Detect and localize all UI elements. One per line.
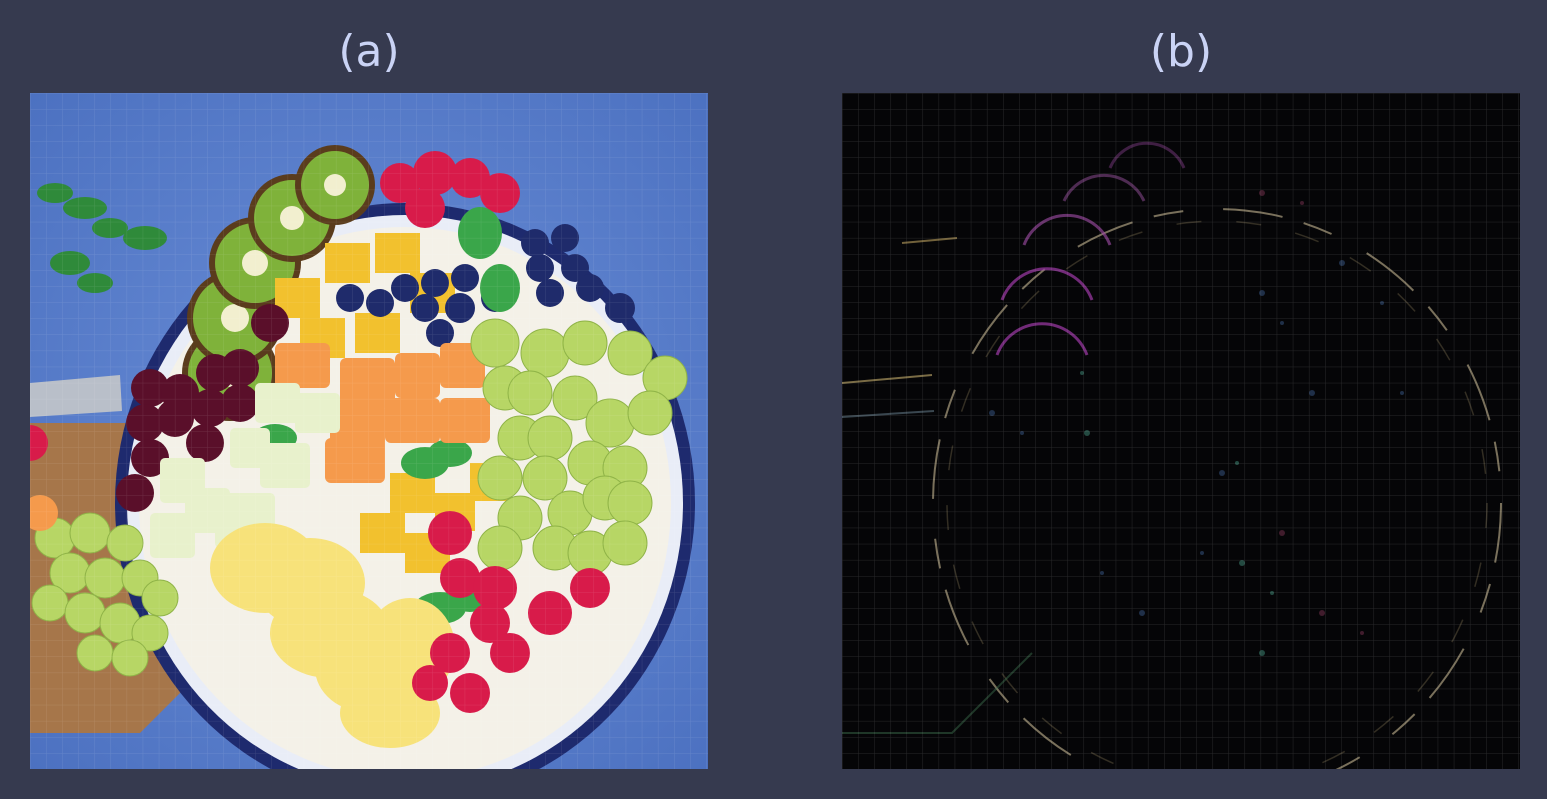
edge-filtered-image — [842, 93, 1520, 769]
panel-a-label: (a) — [338, 26, 400, 77]
original-photo — [30, 93, 708, 769]
panel-b-label: (b) — [1149, 26, 1213, 77]
